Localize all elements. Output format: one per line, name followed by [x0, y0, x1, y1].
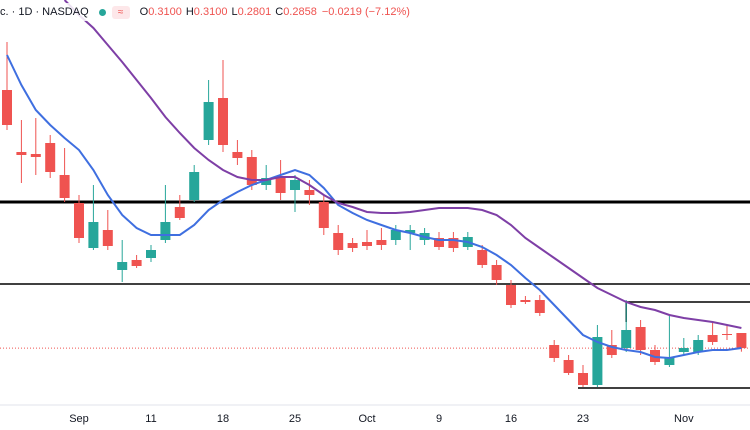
x-tick-label: 23: [577, 413, 589, 425]
ohlc-value: 0.2858: [283, 6, 317, 18]
candle-body: [131, 260, 142, 266]
candle-body: [290, 180, 300, 190]
candle-body: [722, 334, 732, 335]
candle-body: [102, 230, 113, 246]
x-tick-label: 25: [289, 413, 301, 425]
candle-body: [506, 285, 516, 305]
candle-body: [534, 300, 545, 313]
candle-body: [45, 143, 56, 172]
candle-body: [376, 240, 387, 245]
candle-body: [390, 230, 401, 240]
candle-body: [117, 262, 128, 270]
candle-body: [448, 238, 459, 248]
symbol[interactable]: c. · 1D · NASDAQ: [0, 6, 89, 18]
ohlc-key: C: [275, 6, 284, 18]
candle-body: [30, 154, 41, 157]
ohlc-value: 0.3100: [148, 6, 182, 18]
candle-body: [189, 172, 200, 200]
candle-body: [362, 242, 372, 246]
x-tick-label: 16: [505, 413, 517, 425]
moving-average: [6, 54, 742, 360]
x-tick-label: Sep: [69, 413, 89, 425]
ohlc-key: L: [231, 6, 238, 18]
compare-icon[interactable]: ≈: [111, 5, 130, 19]
candle-body: [592, 337, 603, 385]
candle-body: [491, 265, 502, 280]
candle-body: [563, 360, 574, 373]
candle-body: [59, 175, 70, 198]
candle-body: [578, 373, 588, 385]
candle-body: [549, 345, 560, 358]
candle-body: [635, 327, 646, 350]
x-tick-label: Nov: [674, 413, 694, 425]
candle-body: [146, 250, 156, 258]
ohlc-key: H: [185, 6, 194, 18]
candle-body: [174, 207, 185, 218]
candle-body: [707, 335, 718, 342]
moving-average: [63, 0, 742, 329]
candle-body: [477, 250, 488, 265]
candle-body: [2, 90, 12, 125]
candle-body: [318, 202, 329, 228]
candle-body: [333, 233, 344, 250]
candle-body: [275, 178, 286, 193]
status-dot: [98, 8, 106, 16]
candle-body: [736, 333, 747, 349]
candle-body: [405, 230, 416, 233]
ohlc-value: 0.2801: [237, 6, 272, 18]
candle-body: [203, 102, 214, 140]
candle-body: [88, 222, 99, 248]
x-tick-label: 9: [436, 413, 442, 425]
ohlc-value: 0.3100: [193, 6, 228, 18]
x-tick-label: 11: [145, 413, 156, 425]
x-tick-label: Oct: [358, 413, 375, 425]
candle-body: [520, 300, 531, 302]
candle-body: [218, 98, 228, 145]
candle-body: [232, 152, 243, 158]
change: −0.0219 (−7.12%): [321, 6, 410, 18]
candle-body: [434, 238, 444, 247]
candle-body: [678, 348, 689, 352]
candle-body: [621, 330, 632, 348]
candle-body: [74, 203, 84, 238]
candle-body: [664, 357, 675, 365]
candle-body: [606, 345, 617, 355]
candle-body: [693, 340, 704, 352]
candle-body: [261, 178, 272, 185]
x-tick-label: 18: [217, 413, 229, 425]
candle-body: [304, 190, 315, 195]
candle-body: [16, 152, 27, 155]
candle-body: [246, 157, 257, 185]
candle-body: [160, 222, 171, 240]
ohlc-key: O: [139, 6, 149, 18]
symbol-legend: c. · 1D · NASDAQ ≈ O 0.3100 H 0.3100 L 0.28…: [0, 3, 414, 21]
candle-body: [347, 243, 358, 248]
